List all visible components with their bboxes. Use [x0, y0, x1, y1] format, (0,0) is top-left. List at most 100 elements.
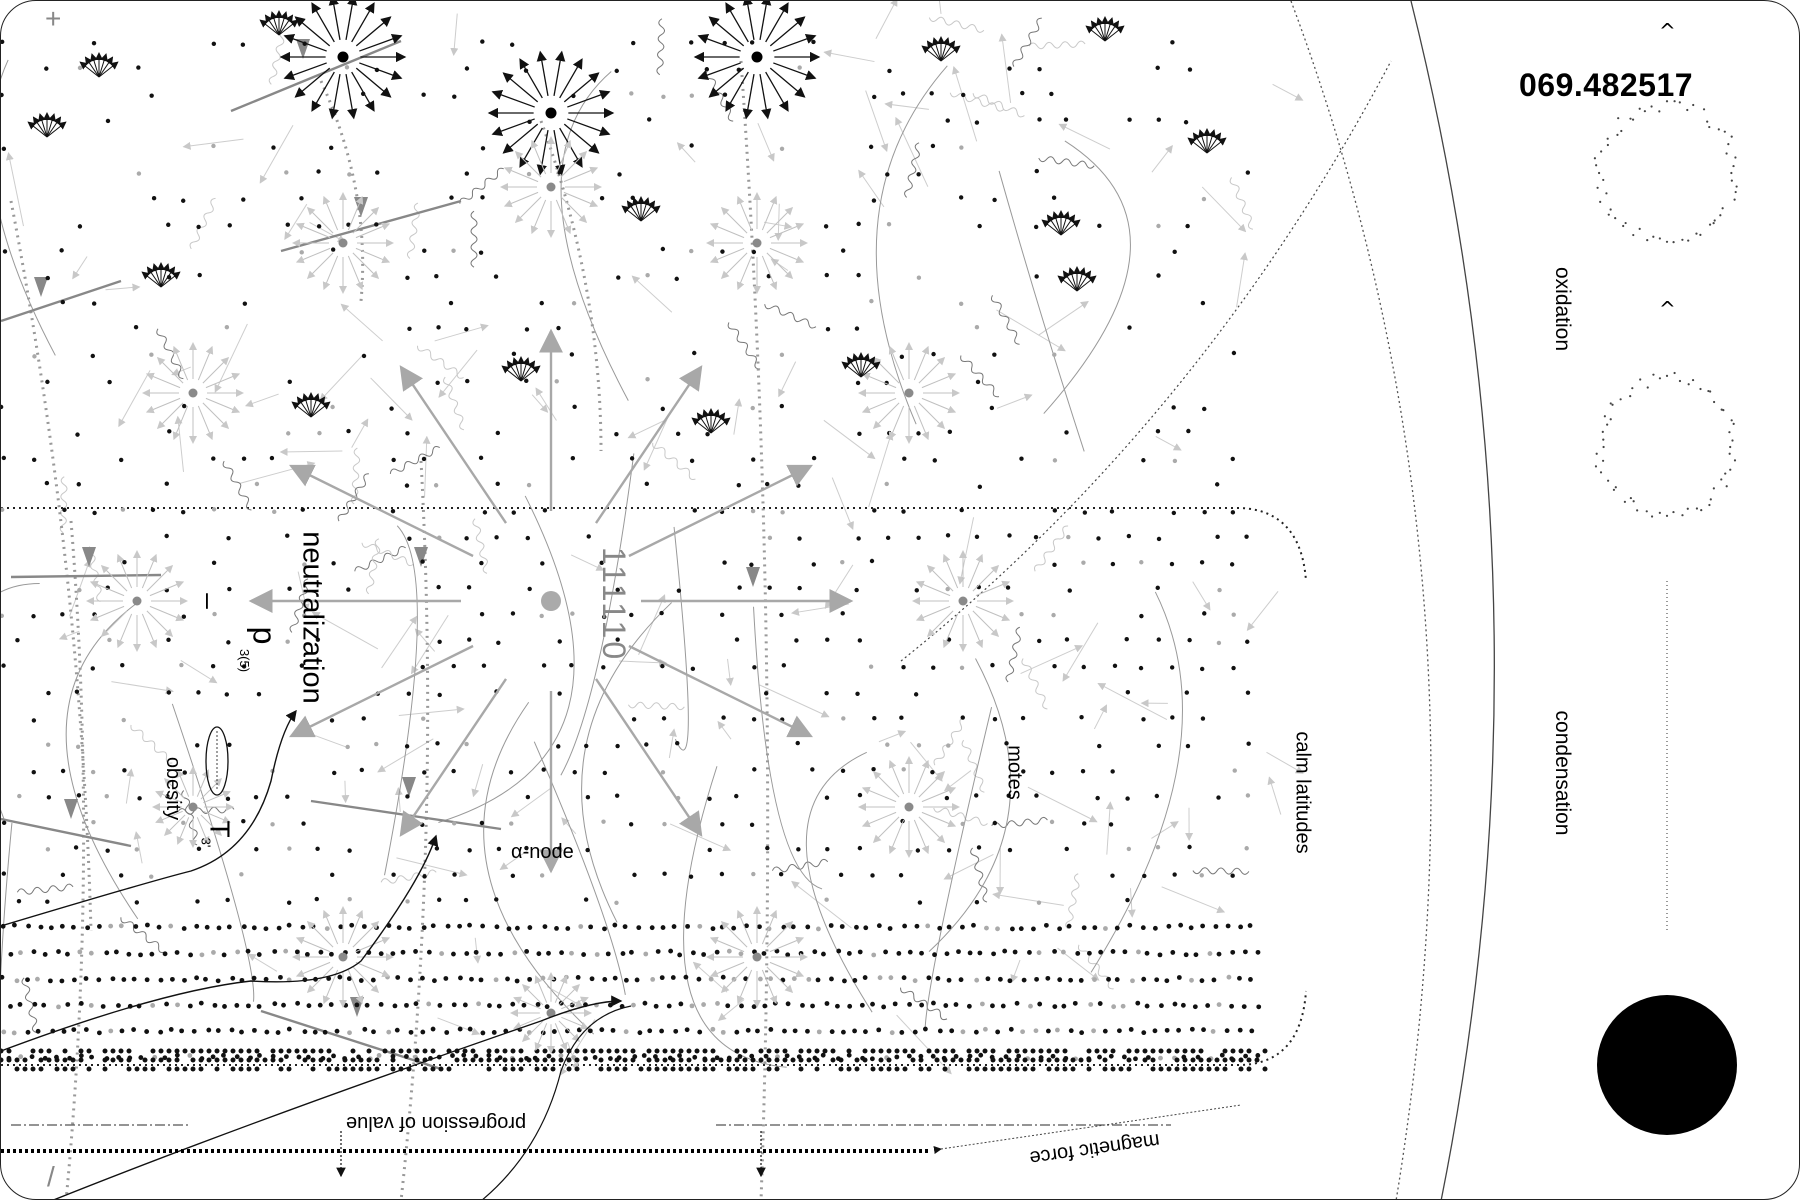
- grid-dot: [1156, 536, 1162, 542]
- grid-dot: [992, 820, 998, 826]
- grid-dot: [696, 976, 702, 982]
- grid-dot: [977, 484, 983, 490]
- grid-dot: [264, 1029, 270, 1035]
- grid-dot: [1008, 1026, 1014, 1032]
- grid-dot: [602, 926, 607, 932]
- ring-dot: [1593, 157, 1597, 160]
- ring-dot: [1730, 179, 1733, 182]
- band-dot: [406, 1048, 412, 1054]
- grid-dot: [750, 508, 756, 514]
- band-dot: [1030, 1048, 1036, 1054]
- band-dot: [886, 1057, 892, 1063]
- grid-dot: [643, 951, 649, 957]
- grid-dot: [60, 612, 65, 617]
- grid-dot: [1199, 978, 1205, 984]
- band-dot: [974, 1066, 980, 1072]
- grid-dot: [479, 560, 484, 566]
- grid-dot: [1126, 846, 1132, 852]
- code-label: 111110: [596, 546, 633, 663]
- grid-dot: [1057, 926, 1063, 932]
- grid-dot: [539, 300, 544, 306]
- grid-dot: [720, 974, 726, 980]
- grid-dot: [1033, 534, 1039, 540]
- grid-dot: [607, 1002, 613, 1008]
- band-dot: [502, 1048, 508, 1054]
- light-vector: [1097, 683, 1168, 721]
- band-dot: [798, 1048, 804, 1054]
- band-dot: [174, 1066, 180, 1072]
- central-arrow: [628, 464, 813, 558]
- grid-dot: [720, 249, 725, 254]
- ring-dot: [1673, 371, 1676, 375]
- ring-dot: [1712, 400, 1716, 404]
- band-dot: [542, 1057, 548, 1063]
- band-dot: [222, 1057, 228, 1063]
- grid-dot: [226, 640, 231, 645]
- band-dot: [1094, 1048, 1100, 1054]
- light-vector: [5, 152, 24, 227]
- grid-dot: [91, 301, 97, 306]
- radial-star: [487, 50, 615, 176]
- wavy-trace: [389, 446, 441, 474]
- grid-dot: [636, 925, 642, 931]
- grid-dot: [42, 952, 48, 957]
- grid-dot: [977, 950, 983, 956]
- grid-dot: [720, 1029, 726, 1035]
- band-dot: [1046, 1057, 1052, 1063]
- band-dot: [1230, 1048, 1236, 1054]
- light-vector: [638, 594, 666, 655]
- grid-dot: [583, 897, 589, 902]
- grid-dot: [1169, 561, 1175, 567]
- grid-dot: [862, 975, 868, 980]
- grid-dot: [797, 585, 802, 591]
- grid-dot: [892, 1001, 898, 1007]
- grid-dot: [899, 1030, 905, 1035]
- ring-dot: [1692, 103, 1695, 107]
- ring-dot: [1681, 514, 1684, 517]
- grid-dot: [761, 951, 767, 956]
- grid-dot: [838, 872, 844, 878]
- grid-dot: [707, 847, 712, 853]
- grid-dot: [104, 794, 109, 799]
- band-dot: [542, 1048, 548, 1054]
- grid-dot: [1124, 636, 1129, 642]
- grid-dot: [241, 664, 247, 669]
- band-dot: [6, 1048, 12, 1054]
- ring-dot: [1624, 221, 1627, 225]
- grid-dot: [734, 793, 739, 799]
- grid-dot: [422, 874, 427, 879]
- ring-dot: [1665, 240, 1669, 243]
- grid-dot: [1241, 1004, 1247, 1009]
- grid-dot: [678, 1001, 684, 1007]
- flow-trace: [581, 602, 672, 923]
- flow-curve-2: [1, 834, 439, 1052]
- grid-dot: [1108, 1053, 1114, 1059]
- grid-dot: [347, 896, 352, 902]
- ring-dot: [1735, 185, 1738, 188]
- ring-dot: [1681, 238, 1684, 241]
- ring-dot: [1620, 129, 1623, 133]
- grid-dot: [371, 1029, 376, 1035]
- grid-dot: [946, 848, 952, 853]
- light-vector: [351, 418, 369, 448]
- grid-dot: [374, 925, 379, 931]
- band-dot: [798, 1057, 804, 1063]
- grid-dot: [599, 196, 605, 201]
- grid-dot: [551, 1029, 557, 1034]
- grid-dot: [918, 1053, 924, 1059]
- grid-dot: [436, 584, 441, 590]
- grid-dot: [241, 456, 247, 461]
- grid-dot: [256, 952, 262, 957]
- grid-dot: [32, 354, 37, 359]
- grid-dot: [1178, 922, 1184, 928]
- grid-dot: [714, 949, 720, 955]
- grid-dot: [841, 716, 846, 721]
- band-dot: [998, 1066, 1004, 1072]
- band-dot: [830, 1048, 836, 1054]
- grid-dot: [361, 353, 367, 359]
- grid-dot: [683, 974, 689, 980]
- ring-dot: [1708, 125, 1711, 129]
- grid-dot: [295, 1000, 301, 1006]
- grid-dot: [572, 404, 577, 410]
- grid-dot: [841, 1029, 846, 1035]
